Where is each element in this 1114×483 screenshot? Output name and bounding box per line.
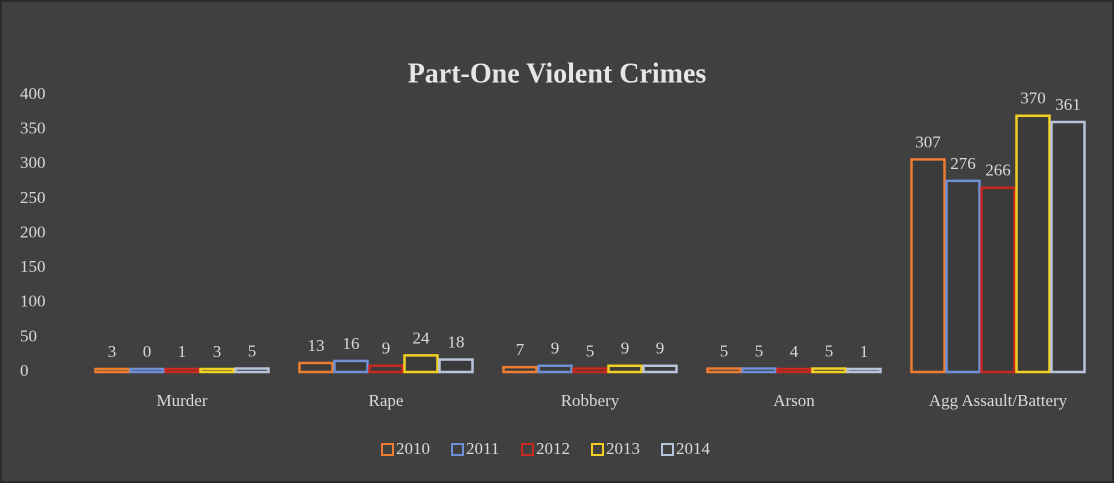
data-label: 0: [143, 342, 152, 361]
legend-label: 2010: [396, 439, 430, 458]
data-label: 13: [308, 336, 325, 355]
legend-label: 2013: [606, 439, 640, 458]
chart-title: Part-One Violent Crimes: [408, 58, 707, 89]
data-label: 7: [516, 340, 525, 359]
y-tick-label: 400: [20, 84, 46, 103]
bar: [333, 359, 369, 374]
data-label: 24: [413, 328, 431, 347]
bar: [298, 361, 334, 374]
bar: [164, 367, 200, 374]
legend-swatch: [661, 443, 674, 456]
bar: [776, 367, 812, 374]
y-tick-label: 350: [20, 119, 46, 138]
y-tick-label: 200: [20, 222, 46, 241]
y-tick-label: 150: [20, 257, 46, 276]
data-label: 370: [1020, 89, 1046, 108]
data-label: 5: [586, 341, 595, 360]
data-label: 1: [178, 342, 187, 361]
legend-swatch: [591, 443, 604, 456]
data-label: 276: [950, 154, 976, 173]
bar: [234, 367, 270, 374]
bar: [502, 365, 538, 374]
x-tick-label: Robbery: [561, 391, 620, 410]
bar: [403, 354, 439, 374]
data-label: 1: [860, 342, 869, 361]
bar: [199, 367, 235, 374]
legend-swatch: [381, 443, 394, 456]
data-label: 5: [825, 341, 834, 360]
bar: [368, 364, 404, 374]
x-tick-label: Arson: [773, 391, 815, 410]
legend-label: 2011: [466, 439, 499, 458]
data-label: 4: [790, 342, 799, 361]
y-tick-label: 300: [20, 153, 46, 172]
bar: [1015, 114, 1051, 374]
bar: [642, 364, 678, 374]
bar: [537, 364, 573, 374]
legend-label: 2014: [676, 439, 711, 458]
bar: [1050, 120, 1086, 374]
x-tick-label: Rape: [369, 391, 404, 410]
y-tick-label: 100: [20, 292, 46, 311]
data-label: 3: [213, 342, 222, 361]
bar: [846, 367, 882, 374]
data-label: 5: [248, 341, 257, 360]
y-tick-label: 50: [20, 326, 37, 345]
bar: [572, 367, 608, 374]
data-label: 9: [621, 339, 630, 358]
data-label: 5: [755, 341, 764, 360]
x-tick-label: Agg Assault/Battery: [929, 391, 1068, 410]
data-label: 3: [108, 342, 117, 361]
data-label: 9: [656, 339, 665, 358]
data-label: 16: [343, 334, 360, 353]
data-label: 5: [720, 341, 729, 360]
data-label: 361: [1055, 95, 1081, 114]
bar: [910, 158, 946, 374]
bar: [94, 367, 130, 374]
bar: [129, 367, 165, 374]
bar: [811, 367, 847, 374]
legend-swatch: [451, 443, 464, 456]
y-tick-label: 250: [20, 188, 46, 207]
bar: [706, 367, 742, 374]
data-label: 307: [915, 132, 941, 151]
x-tick-label: Murder: [157, 391, 208, 410]
bar: [741, 367, 777, 374]
data-label: 9: [551, 339, 560, 358]
y-tick-label: 0: [20, 361, 29, 380]
bar: [980, 186, 1016, 374]
legend-label: 2012: [536, 439, 570, 458]
bar: [438, 358, 474, 374]
legend-swatch: [521, 443, 534, 456]
data-label: 266: [985, 161, 1011, 180]
data-label: 18: [448, 332, 465, 351]
bar: [607, 364, 643, 374]
bar: [945, 179, 981, 374]
data-label: 9: [382, 339, 391, 358]
